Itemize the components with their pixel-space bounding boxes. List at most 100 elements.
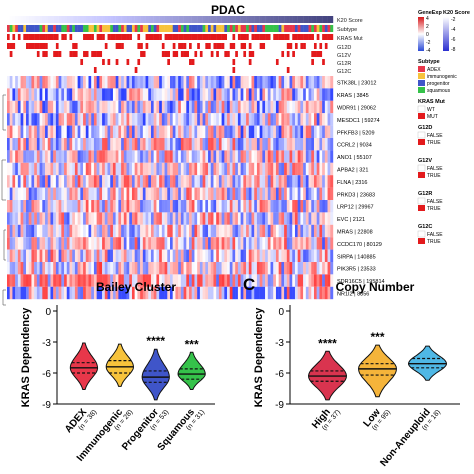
heat-cell <box>93 113 97 126</box>
heat-cell <box>42 187 46 200</box>
heat-cell <box>227 249 230 262</box>
k20-cell <box>172 16 176 23</box>
subtype-cell <box>123 25 127 32</box>
heat-cell <box>77 138 81 151</box>
heat-cell <box>142 100 146 114</box>
mutation-cell <box>20 34 24 40</box>
mutation-cell <box>107 34 111 40</box>
heat-cell <box>232 212 236 225</box>
heat-cell <box>218 76 222 89</box>
heat-cell <box>17 162 21 176</box>
heat-cell <box>248 212 252 225</box>
heat-cell <box>91 150 95 163</box>
heat-cell <box>31 100 35 114</box>
heat-cell <box>194 286 198 300</box>
mutation-cell <box>167 59 171 65</box>
heat-cell <box>148 162 152 176</box>
heat-cell <box>91 274 95 287</box>
heat-cell <box>66 88 70 101</box>
heat-cell <box>15 150 19 163</box>
heat-cell <box>156 162 160 176</box>
heat-cell <box>232 113 236 126</box>
mutation-cell <box>199 43 203 49</box>
heat-cell <box>330 138 334 151</box>
k20-cell <box>319 16 323 23</box>
heat-cell <box>297 162 301 176</box>
heat-cell <box>186 274 190 287</box>
mutation-cell <box>85 59 89 65</box>
mutation-cell <box>172 43 176 49</box>
heat-cell <box>275 88 279 101</box>
heat-cell <box>278 200 282 213</box>
heat-cell <box>137 150 141 163</box>
heat-cell <box>58 200 62 213</box>
heat-cell <box>91 76 95 89</box>
mutation-cell <box>189 59 192 65</box>
subtype-cell <box>208 25 211 32</box>
heat-cell <box>142 125 146 138</box>
k20-cell <box>199 16 203 23</box>
k20-tick: -8 <box>451 47 456 53</box>
heat-cell <box>134 113 138 126</box>
heat-cell <box>129 150 133 163</box>
mutation-cell <box>202 51 206 57</box>
heat-cell <box>322 113 326 126</box>
mutation-cell <box>115 51 119 57</box>
mutation-cell <box>180 43 184 49</box>
mutation-cell <box>235 43 239 49</box>
heat-cell <box>308 150 312 163</box>
heat-cell <box>167 200 171 213</box>
k20-cell <box>50 16 54 23</box>
heat-cell <box>104 237 108 250</box>
mutation-cell <box>164 43 168 49</box>
heat-cell <box>80 162 84 176</box>
heat-cell <box>180 286 184 300</box>
heat-cell <box>284 150 288 163</box>
heat-cell <box>61 100 65 114</box>
mutation-cell <box>227 34 230 40</box>
heat-cell <box>178 125 182 138</box>
legends: GeneExp 4 2 0 -2 -4 K20 Score -2 -4 -6 -… <box>417 10 470 245</box>
heat-cell <box>227 224 230 238</box>
heat-cell <box>69 113 73 126</box>
mutation-cell <box>265 59 268 65</box>
heat-cell <box>7 175 10 188</box>
heat-cell <box>284 224 288 238</box>
mutation-cell <box>232 67 236 73</box>
heat-cell <box>235 88 239 101</box>
heat-cell <box>197 212 201 225</box>
mutation-cell <box>221 34 225 40</box>
mutation-cell <box>72 51 76 57</box>
heat-cell <box>218 286 222 300</box>
heat-cell <box>235 162 239 176</box>
heat-cell <box>294 150 298 163</box>
k20-cell <box>262 16 266 23</box>
heat-cell <box>218 113 222 126</box>
heat-cell <box>259 249 263 262</box>
heat-cell <box>248 187 252 200</box>
mutation-cell <box>297 67 301 73</box>
heat-cell <box>221 274 225 287</box>
mutation-cell <box>194 43 198 49</box>
mutation-cell <box>150 67 154 73</box>
heat-cell <box>270 175 274 188</box>
heat-cell <box>259 175 263 188</box>
heat-cell <box>142 76 146 89</box>
heat-cell <box>172 113 176 126</box>
heat-cell <box>229 249 233 262</box>
subtype-cell <box>270 25 274 32</box>
k20-cell <box>246 16 249 23</box>
heat-cell <box>313 150 317 163</box>
mutation-cell <box>110 51 114 57</box>
subtype-cell <box>31 25 35 32</box>
mutation-cell <box>240 59 244 65</box>
mutation-cell <box>85 34 89 40</box>
heat-cell <box>311 249 315 262</box>
heat-cell <box>26 150 29 163</box>
heat-cell <box>303 113 307 126</box>
heat-cell <box>202 125 206 138</box>
mutation-cell <box>303 67 307 73</box>
heat-cell <box>140 100 144 114</box>
heat-cell <box>235 286 239 300</box>
mutation-cell <box>175 67 179 73</box>
